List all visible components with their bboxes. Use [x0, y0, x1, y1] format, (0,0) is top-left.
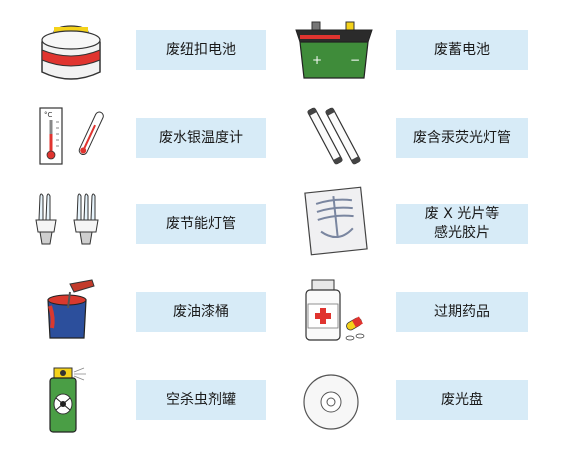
svg-text:−: −: [350, 53, 360, 67]
item-label: 废蓄电池: [396, 30, 528, 70]
mercury-thermometer-icon: °C: [39, 107, 104, 165]
svg-text:+: +: [312, 53, 322, 67]
medicine-bottle-icon: [305, 279, 365, 341]
energy-saving-bulb-icon: [35, 193, 99, 245]
item-label: 废纽扣电池: [136, 30, 266, 70]
item-label: 废光盘: [396, 380, 528, 420]
item-label: 空杀虫剂罐: [136, 380, 266, 420]
item-label: 废 X 光片等 感光胶片: [396, 204, 528, 244]
button-cell-battery-icon: [41, 25, 101, 80]
xray-film-icon: [304, 186, 368, 256]
item-label: 废油漆桶: [136, 292, 266, 332]
item-label: 废水银温度计: [136, 118, 266, 158]
paint-bucket-icon: [47, 279, 95, 339]
compact-disc-icon: [303, 374, 359, 430]
item-label: 过期药品: [396, 292, 528, 332]
item-label: 废含汞荧光灯管: [396, 118, 528, 158]
fluorescent-tube-icon: [307, 107, 361, 165]
car-battery-icon: + −: [295, 21, 373, 79]
item-label: 废节能灯管: [136, 204, 266, 244]
svg-text:°C: °C: [44, 111, 53, 119]
insecticide-can-icon: [49, 367, 86, 433]
